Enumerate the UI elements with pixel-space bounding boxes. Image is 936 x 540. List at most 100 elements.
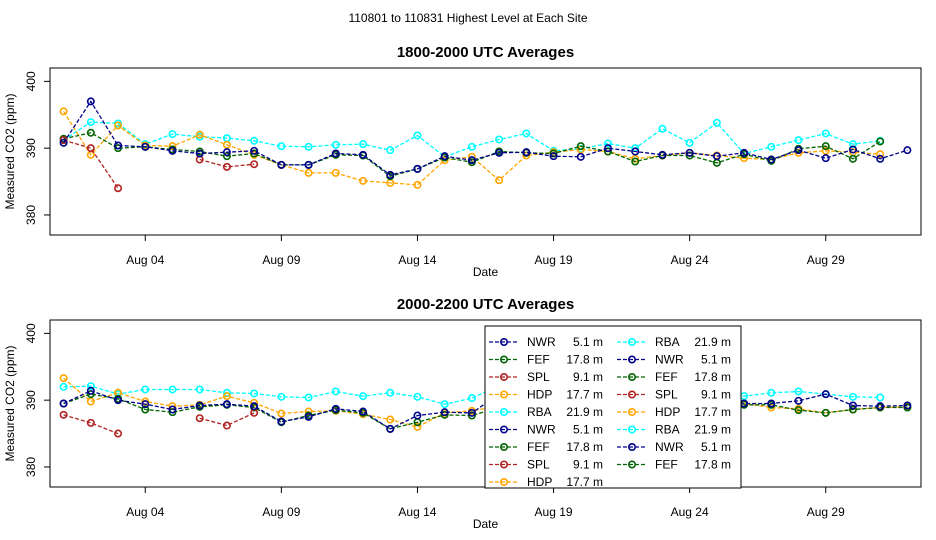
data-point	[59, 410, 68, 419]
data-point	[522, 148, 531, 157]
legend-height-label: 5.1 m	[701, 440, 731, 454]
legend-site-label: NWR	[527, 423, 556, 437]
data-point	[685, 138, 694, 147]
y-tick-label: 400	[24, 323, 38, 343]
data-point	[903, 146, 912, 155]
data-point	[250, 402, 259, 411]
data-point	[250, 146, 259, 155]
data-point	[603, 147, 612, 156]
data-point	[767, 388, 776, 397]
data-point	[467, 142, 476, 151]
data-point	[250, 398, 259, 407]
data-point	[222, 152, 231, 161]
legend-entry: RBA 21.9 m	[617, 335, 731, 349]
data-point	[331, 149, 340, 158]
data-point	[195, 385, 204, 394]
data-point	[413, 392, 422, 401]
legend-entry: SPL 9.1 m	[489, 458, 603, 472]
data-point	[821, 154, 830, 163]
chart-title: 1800-2000 UTC Averages	[397, 44, 574, 61]
data-point	[495, 176, 504, 185]
data-point	[304, 142, 313, 151]
data-point	[59, 136, 68, 145]
data-point	[331, 387, 340, 396]
legend-site-label: FEF	[527, 353, 550, 367]
data-point	[767, 155, 776, 164]
data-point	[195, 130, 204, 139]
data-point	[141, 400, 150, 409]
data-point	[576, 142, 585, 151]
data-point	[467, 156, 476, 165]
data-point	[331, 168, 340, 177]
data-point	[794, 396, 803, 405]
data-point	[168, 130, 177, 139]
data-point	[386, 170, 395, 179]
legend-marker-swatch	[499, 477, 508, 486]
data-point	[250, 160, 259, 169]
legend-marker-swatch	[499, 425, 508, 434]
data-point	[168, 142, 177, 151]
data-point	[658, 124, 667, 133]
chart-legend: NWR 5.1 m FEF 17.8 m SPL 9.1 m HDP 17.7 m RBA 21.…	[484, 325, 742, 489]
legend-entry: NWR 5.1 m	[489, 335, 603, 349]
data-point	[195, 149, 204, 158]
data-point	[304, 168, 313, 177]
legend-height-label: 5.1 m	[701, 353, 731, 367]
series-line	[63, 111, 881, 186]
data-point	[277, 142, 286, 151]
data-point	[767, 399, 776, 408]
data-point	[331, 140, 340, 149]
legend-entry: FEF 17.8 m	[617, 370, 731, 384]
legend-site-label: FEF	[655, 370, 678, 384]
series-line	[63, 414, 119, 435]
data-point	[141, 142, 150, 151]
data-point	[712, 118, 721, 127]
legend-height-label: 17.8 m	[566, 353, 603, 367]
legend-marker-swatch	[627, 372, 636, 381]
panel-2000-2200-utc: 2000-2200 UTC Averages 380 390 400 Aug 04 Aug…	[3, 296, 922, 531]
data-point	[712, 152, 721, 161]
data-point	[86, 118, 95, 127]
x-tick-label: Aug 14	[398, 253, 436, 267]
x-axis-label: Date	[473, 517, 499, 531]
legend-marker-swatch	[627, 390, 636, 399]
series-line	[63, 132, 881, 177]
series-fef	[59, 128, 885, 181]
x-tick-label: Aug 29	[807, 505, 845, 519]
data-point	[821, 146, 830, 155]
data-point	[413, 422, 422, 431]
data-point	[631, 157, 640, 166]
legend-marker-swatch	[627, 355, 636, 364]
data-point	[277, 160, 286, 169]
series-line	[199, 158, 255, 168]
legend-height-label: 17.8 m	[694, 370, 731, 384]
data-point	[821, 390, 830, 399]
chart-title: 2000-2200 UTC Averages	[397, 296, 574, 313]
data-point	[331, 404, 340, 413]
legend-entry: FEF 17.8 m	[489, 353, 603, 367]
data-point	[821, 142, 830, 151]
series-nwr	[59, 97, 912, 179]
data-point	[903, 401, 912, 410]
data-point	[522, 151, 531, 160]
data-point	[359, 392, 368, 401]
legend-site-label: NWR	[527, 335, 556, 349]
legend-marker-swatch	[627, 407, 636, 416]
data-point	[576, 152, 585, 161]
data-point	[277, 409, 286, 418]
data-point	[603, 144, 612, 153]
legend-height-label: 5.1 m	[573, 335, 603, 349]
data-point	[440, 410, 449, 419]
legend-box	[484, 325, 742, 489]
data-point	[304, 412, 313, 421]
legend-height-label: 9.1 m	[573, 370, 603, 384]
data-point	[250, 389, 259, 398]
data-point	[141, 385, 150, 394]
data-point	[222, 148, 231, 157]
x-tick-label: Aug 09	[262, 505, 300, 519]
legend-site-label: HDP	[527, 475, 552, 489]
legend-site-label: FEF	[655, 458, 678, 472]
y-axis-label: Measured CO2 (ppm)	[3, 93, 17, 209]
legend-entry: NWR 5.1 m	[489, 423, 603, 437]
legend-entry: NWR 5.1 m	[617, 440, 731, 454]
